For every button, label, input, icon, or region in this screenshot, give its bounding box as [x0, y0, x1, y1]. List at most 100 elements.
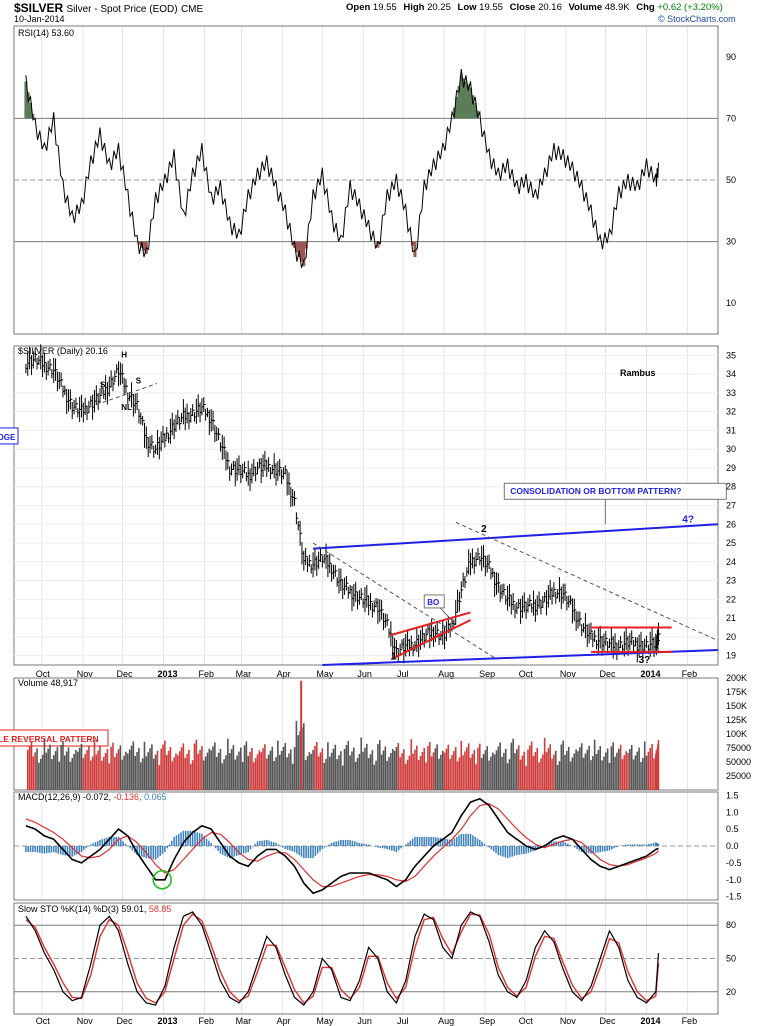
consolidation-label: CONSOLIDATION OR BOTTOM PATTERN? [510, 486, 681, 496]
bo-label: BO [427, 598, 439, 607]
price-x-tick-label: Feb [199, 669, 215, 679]
macd-highlight-circle [152, 869, 173, 890]
stochastic-legend: Slow STO %K(14) %D(3) 59.01, 58.85 [18, 904, 171, 914]
sto-x-tick-label: Oct [36, 1016, 51, 1026]
price-x-tick-label: Nov [77, 669, 94, 679]
chart-date: 10-Jan-2014 [14, 14, 65, 24]
price-x-tick-label: Dec [117, 669, 134, 679]
low-value: 19.55 [479, 2, 503, 13]
sto-x-tick-label: 2014 [641, 1016, 661, 1026]
macd-signal-line [25, 803, 659, 888]
price-x-tick-label: Apr [277, 669, 291, 679]
symbol-exchange: CME [180, 4, 204, 15]
close-value: 20.16 [538, 2, 562, 13]
symbol-description: Silver - Spot Price (EOD) [66, 4, 178, 15]
chart-author: Rambus [620, 368, 656, 378]
chart-header: $SILVER Silver - Spot Price (EOD) CME 10… [0, 0, 765, 26]
sto-x-tick-label: Nov [560, 1016, 577, 1026]
rsi-y-tick-label: 90 [726, 52, 736, 62]
macd-y-tick-label: 1.5 [726, 790, 739, 800]
trendline-upper-blue [313, 523, 719, 550]
stochastic-y-tick-label: 20 [726, 987, 736, 997]
stochastic-y-tick-label: 50 [726, 954, 736, 964]
change-label: Chg [636, 2, 655, 13]
symbol-title: $SILVER Silver - Spot Price (EOD) CME [14, 1, 203, 15]
rsi-overbought-fill [24, 75, 479, 119]
volume-value: 48.9K [604, 2, 630, 13]
bo-callout-pointer [439, 607, 455, 624]
sto-x-tick-label: Nov [77, 1016, 94, 1026]
sto-x-tick-label: Apr [277, 1016, 291, 1026]
price-y-tick-label: 24 [726, 557, 736, 567]
price-x-tick-label: May [316, 669, 334, 679]
rsi-y-tick-label: 10 [726, 298, 736, 308]
price-y-tick-label: 26 [726, 519, 736, 529]
price-x-tick-label: 2014 [641, 669, 661, 679]
price-x-tick-label: Feb [682, 669, 698, 679]
price-x-tick-label: Sep [479, 669, 495, 679]
trendline-dashed-2 [455, 521, 719, 642]
change-value: +0.62 (+3.20%) [657, 2, 723, 13]
head-shoulders-label: NL [121, 403, 132, 412]
price-x-tick-label: Aug [438, 669, 454, 679]
price-x-tick-label: Jun [357, 669, 372, 679]
price-x-tick-label: Mar [236, 669, 252, 679]
price-y-tick-label: 22 [726, 594, 736, 604]
price-y-tick-label: 28 [726, 482, 736, 492]
edge-callout-box [0, 427, 19, 445]
stochastic-d-line [25, 913, 660, 1004]
open-label: Open [346, 2, 371, 13]
volume-y-tick-label: 200K [726, 673, 747, 683]
price-x-tick-label: 2013 [158, 669, 178, 679]
sto-x-tick-label: Sep [479, 1016, 495, 1026]
price-y-tick-label: 30 [726, 444, 736, 454]
price-y-tick-label: 23 [726, 576, 736, 586]
wave-label: 2 [481, 524, 487, 535]
trendline-wedge-lower-red [390, 619, 471, 661]
wave-label: 3? [639, 655, 651, 666]
macd-y-tick-label: -1.0 [726, 875, 742, 885]
price-y-tick-label: 25 [726, 538, 736, 548]
sto-x-tick-label: Dec [117, 1016, 134, 1026]
symbol: $SILVER [14, 1, 64, 15]
macd-y-tick-label: -0.5 [726, 858, 742, 868]
sto-x-tick-label: Jun [357, 1016, 372, 1026]
rsi-y-tick-label: 30 [726, 237, 736, 247]
volume-y-tick-label: 150K [726, 701, 747, 711]
rsi-oversold-fill [137, 241, 417, 267]
sto-x-tick-label: Dec [600, 1016, 617, 1026]
consolidation-callout-box [503, 482, 727, 500]
price-y-tick-label: 29 [726, 463, 736, 473]
edge-label: DGE [0, 433, 16, 442]
macd-y-tick-label: 0.0 [726, 841, 739, 851]
credit-link[interactable]: © StockCharts.com [658, 14, 736, 24]
macd-y-tick-label: 0.5 [726, 824, 739, 834]
open-value: 19.55 [372, 2, 397, 13]
sto-x-tick-label: Feb [682, 1016, 698, 1026]
head-shoulders-label: S [136, 377, 142, 386]
volume-y-tick-label: 75000 [726, 743, 751, 753]
price-y-tick-label: 34 [726, 369, 736, 379]
price-x-tick-label: Oct [519, 669, 534, 679]
sto-x-tick-label: 2013 [158, 1016, 178, 1026]
volume-y-tick-label: 25000 [726, 771, 751, 781]
wave-4-label: 4? [682, 514, 694, 525]
price-y-tick-label: 32 [726, 407, 736, 417]
sto-x-tick-label: Mar [236, 1016, 252, 1026]
macd-legend: MACD(12,26,9) -0.072, -0.136, 0.065 [18, 792, 167, 802]
head-shoulders-label: S [100, 380, 106, 389]
price-y-tick-label: 33 [726, 388, 736, 398]
volume-y-tick-label: 175K [726, 687, 747, 697]
volume-label: Volume [568, 2, 603, 13]
price-title: $SILVER (Daily) 20.16 [18, 346, 108, 356]
reversal-callout-box [0, 729, 109, 747]
price-y-tick-label: 35 [726, 350, 736, 360]
head-shoulders-label: H [121, 350, 127, 359]
stochastic-y-tick-label: 80 [726, 920, 736, 930]
trendline-neckline-dashed [76, 383, 158, 413]
wave-label: 1 [391, 651, 397, 662]
high-label: High [403, 2, 425, 13]
rsi-legend: RSI(14) 53.60 [18, 28, 74, 38]
volume-y-tick-label: 100K [726, 729, 747, 739]
volume-legend: Volume 48,917 [18, 678, 78, 688]
